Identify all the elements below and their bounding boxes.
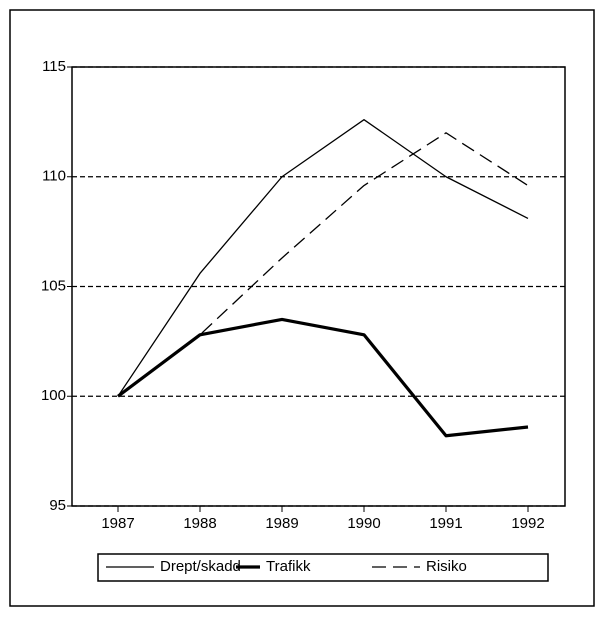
series-line (117, 317, 529, 438)
y-tick-label: 110 (42, 168, 66, 185)
legend-frame (97, 553, 549, 582)
legend-label: Trafikk (266, 558, 311, 575)
outer-frame (9, 9, 595, 607)
x-tick-label: 1992 (511, 515, 544, 532)
x-tick-label: 1989 (265, 515, 298, 532)
y-tick-label: 95 (49, 497, 66, 514)
legend-label: Drept/skadd (160, 558, 241, 575)
y-tick-label: 100 (41, 387, 66, 404)
x-tick-label: 1987 (101, 515, 134, 532)
series-line (117, 132, 529, 397)
x-tick-label: 1990 (347, 515, 380, 532)
x-tick-label: 1988 (183, 515, 216, 532)
y-tick-label: 115 (42, 58, 66, 75)
y-tick-label: 105 (41, 277, 66, 294)
x-tick-label: 1991 (429, 515, 462, 532)
legend-label: Risiko (426, 558, 467, 575)
series-line (117, 119, 529, 397)
